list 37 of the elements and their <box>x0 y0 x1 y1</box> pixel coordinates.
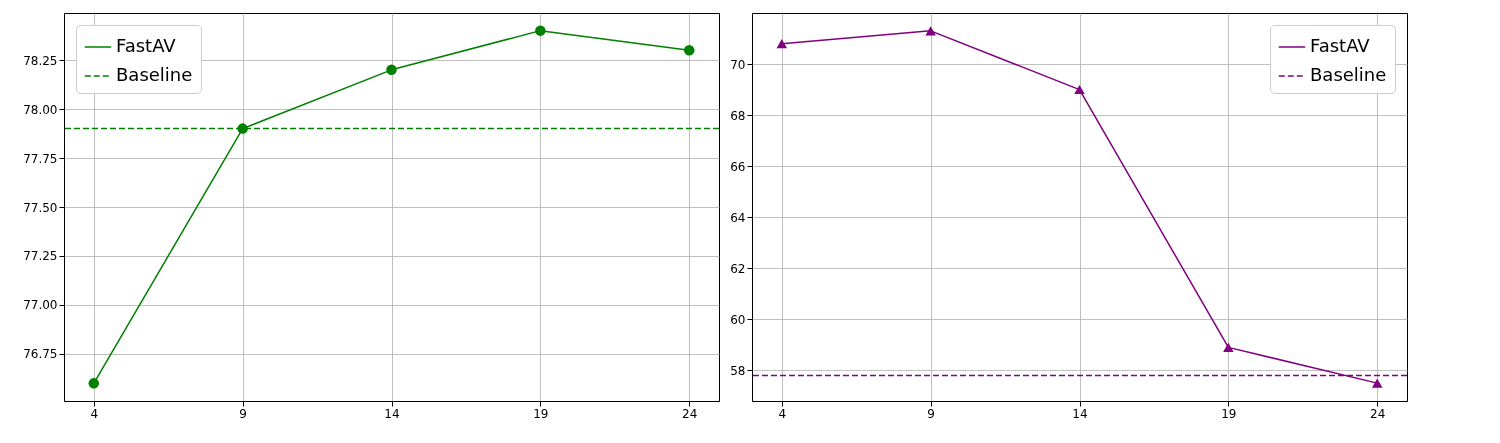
x-tick-label: 14 <box>384 406 400 421</box>
y-tick-label: 68 <box>730 108 746 123</box>
y-tick-label: 77.75 <box>23 151 58 166</box>
x-tick-label: 9 <box>239 406 247 421</box>
x-tick-label: 24 <box>682 406 698 421</box>
x-tick-label: 19 <box>1221 406 1237 421</box>
y-tick-label: 58 <box>730 363 746 378</box>
y-tick-label: 66 <box>730 159 746 174</box>
y-tick-label: 77.50 <box>23 200 58 215</box>
x-tick-label: 14 <box>1072 406 1088 421</box>
point <box>925 26 936 36</box>
x-tick-label: 4 <box>90 406 99 421</box>
x-tick-label: 24 <box>1370 406 1386 421</box>
x-tick-label: 19 <box>533 406 549 421</box>
y-tick-label: 78.25 <box>23 53 58 68</box>
y-tick-label: 70 <box>730 57 746 72</box>
y-tick-label: 77.00 <box>23 298 58 313</box>
x-tick-label: 9 <box>927 406 935 421</box>
point <box>1223 342 1234 352</box>
legend-label: Baseline <box>116 64 193 85</box>
point <box>386 64 397 76</box>
point <box>776 39 788 49</box>
point <box>683 45 695 56</box>
y-tick-label: 78.00 <box>23 102 58 117</box>
y-tick-label: 60 <box>730 312 746 327</box>
y-tick-label: 62 <box>730 261 746 276</box>
legend-label: FastAV <box>116 35 177 56</box>
point <box>1371 378 1383 388</box>
y-tick-label: 76.75 <box>23 347 58 362</box>
point <box>535 25 546 36</box>
point <box>1074 85 1085 95</box>
y-tick-label: 77.25 <box>23 249 58 264</box>
legend-label: Baseline <box>1310 64 1387 85</box>
legend-label: FastAV <box>1310 35 1371 56</box>
point <box>88 378 100 389</box>
y-tick-label: 64 <box>730 210 746 225</box>
x-tick-label: 4 <box>778 406 787 421</box>
